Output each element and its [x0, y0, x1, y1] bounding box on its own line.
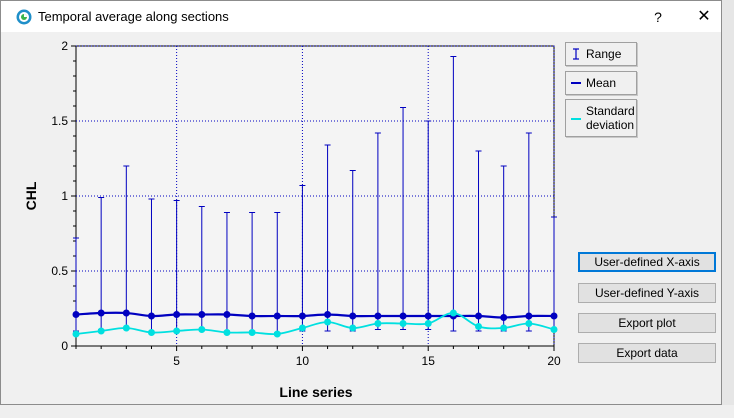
std-data-point [475, 323, 483, 330]
range-bar [324, 144, 331, 332]
range-bar [374, 132, 381, 330]
background-window-bottom [0, 405, 734, 418]
user-defined-y-axis-button[interactable]: User-defined Y-axis [578, 283, 716, 303]
window-title: Temporal average along sections [38, 9, 229, 24]
range-bar [425, 120, 432, 330]
range-symbol-icon [573, 48, 579, 60]
std-data-point [424, 320, 432, 327]
background-window-edge [722, 0, 734, 418]
x-tick-label: 15 [422, 354, 436, 368]
std-data-point [72, 330, 80, 338]
mean-data-point [147, 312, 155, 320]
app-logo-icon [16, 9, 32, 25]
std-data-point [449, 309, 457, 317]
close-button[interactable]: ✕ [697, 8, 711, 25]
legend-item-range[interactable]: Range [565, 42, 637, 66]
std-data-point [525, 320, 533, 327]
range-bar [450, 56, 457, 332]
mean-data-point [399, 312, 407, 320]
y-tick-label: 1.5 [51, 114, 68, 128]
std-data-point [97, 327, 105, 335]
std-data-point [173, 327, 181, 335]
mean-data-point [248, 312, 256, 320]
series-points [72, 309, 558, 338]
tick-labels: 0 0.5 1 1.5 2 5 10 15 20 [51, 39, 561, 368]
x-axis-label: Line series [279, 384, 352, 400]
x-tick-label: 5 [173, 354, 180, 368]
std-data-point [273, 330, 281, 338]
help-button[interactable]: ? [654, 9, 662, 25]
mean-data-point [374, 312, 382, 320]
x-tick-label: 20 [547, 354, 561, 368]
mean-data-point [550, 312, 558, 320]
chl-chart[interactable]: 0 0.5 1 1.5 2 5 10 15 20 CHL Line series [9, 33, 721, 404]
dialog-window: Temporal average along sections ? ✕ 0 0.5… [0, 0, 722, 405]
y-axis-label: CHL [23, 181, 39, 210]
y-tick-label: 0 [61, 339, 68, 353]
std-data-point [500, 324, 508, 332]
mean-data-point [525, 312, 533, 320]
y-tick-label: 2 [61, 39, 68, 53]
std-data-point [324, 318, 332, 326]
std-data-point [298, 324, 306, 332]
mean-data-point [424, 312, 432, 320]
export-data-button[interactable]: Export data [578, 343, 716, 363]
std-data-point [122, 324, 130, 332]
legend-item-mean[interactable]: Mean [565, 71, 637, 95]
range-bar [400, 107, 407, 330]
mean-data-point [500, 314, 508, 321]
y-tick-label: 1 [61, 189, 68, 203]
mean-data-point [72, 311, 80, 318]
std-data-point [147, 329, 155, 336]
mean-data-point [173, 311, 181, 318]
mean-data-point [223, 311, 231, 318]
mean-data-point [97, 309, 105, 317]
std-data-point [248, 329, 256, 336]
range-bars [73, 56, 557, 333]
mean-data-point [122, 309, 130, 317]
legend-label-mean: Mean [586, 76, 617, 90]
std-data-point [198, 326, 206, 333]
y-tick-label: 0.5 [51, 264, 68, 278]
mean-data-point [475, 312, 483, 320]
legend-label-range: Range [586, 47, 622, 61]
std-data-point [374, 320, 382, 327]
x-tick-label: 10 [296, 354, 310, 368]
mean-symbol-icon [571, 82, 581, 84]
range-bar [475, 150, 482, 332]
range-bar [525, 132, 532, 332]
std-data-point [399, 320, 407, 327]
mean-data-point [298, 312, 306, 320]
legend-item-std[interactable]: Standard deviation [565, 99, 637, 137]
mean-data-point [198, 311, 206, 318]
std-data-point [550, 326, 558, 333]
mean-data-point [324, 311, 332, 318]
user-defined-x-axis-button[interactable]: User-defined X-axis [578, 252, 716, 272]
std-data-point [223, 329, 231, 336]
plot-area [75, 45, 555, 347]
mean-data-point [349, 312, 357, 320]
std-data-point [349, 324, 357, 332]
plot-panel: 0 0.5 1 1.5 2 5 10 15 20 CHL Line series [9, 33, 721, 404]
mean-data-point [273, 312, 281, 320]
legend-label-std: Standard deviation [586, 104, 635, 132]
export-plot-button[interactable]: Export plot [578, 313, 716, 333]
std-symbol-icon [571, 118, 581, 120]
title-bar[interactable]: Temporal average along sections ? ✕ [1, 1, 721, 32]
